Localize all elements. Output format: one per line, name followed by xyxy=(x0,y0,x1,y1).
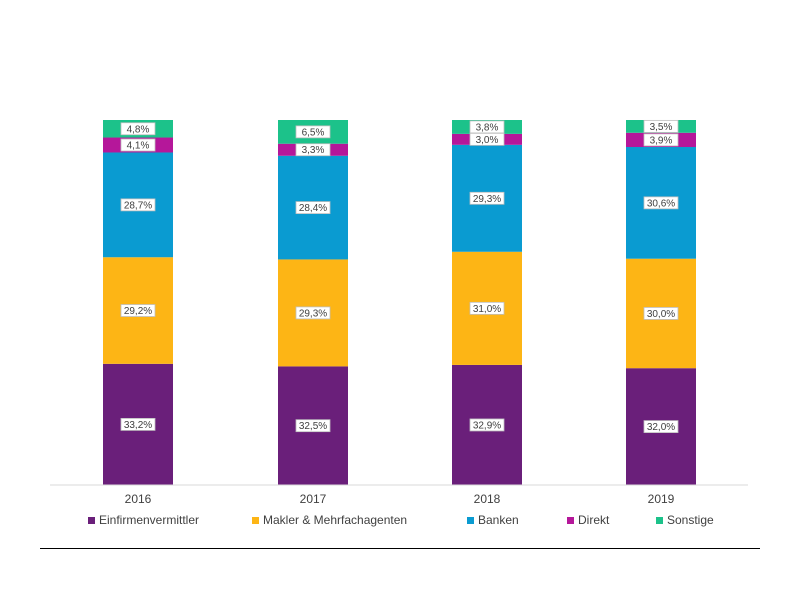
legend-label: Direkt xyxy=(578,513,610,527)
legend-swatch xyxy=(656,516,663,524)
data-label: 33,2% xyxy=(124,420,152,431)
data-label-box xyxy=(120,304,156,317)
data-label-box xyxy=(120,138,156,152)
x-tick-label: 2018 xyxy=(474,492,501,506)
data-label-box xyxy=(295,143,331,157)
legend-item-einfirmenvermittler: Einfirmenvermittler xyxy=(88,513,199,527)
legend: Einfirmenvermittler Makler & Mehrfachage… xyxy=(0,513,800,533)
data-label: 32,0% xyxy=(647,422,675,433)
data-label: 30,6% xyxy=(647,198,675,209)
data-label-box xyxy=(120,122,156,136)
legend-swatch xyxy=(567,516,574,524)
legend-item-sonstige: Sonstige xyxy=(656,513,714,527)
data-label-box xyxy=(469,301,505,315)
legend-label: Einfirmenvermittler xyxy=(99,513,200,527)
data-label-box xyxy=(295,419,331,433)
legend-item-banken: Banken xyxy=(467,513,519,527)
data-label-box xyxy=(643,133,679,147)
data-label-box xyxy=(120,418,156,431)
data-label-box xyxy=(643,196,679,210)
data-label: 29,3% xyxy=(299,308,327,319)
data-label: 3,8% xyxy=(476,122,499,133)
data-label-box xyxy=(643,307,679,320)
data-label-box xyxy=(295,201,331,215)
legend-swatch xyxy=(252,516,259,524)
data-label: 28,4% xyxy=(299,203,327,214)
data-label: 30,0% xyxy=(647,309,675,320)
data-label-box xyxy=(469,132,505,146)
x-tick-label: 2016 xyxy=(125,492,152,506)
data-label-box xyxy=(295,125,331,139)
legend-swatch xyxy=(467,516,474,524)
data-label: 3,9% xyxy=(650,135,673,146)
data-label: 3,3% xyxy=(302,145,325,156)
legend-label: Sonstige xyxy=(667,513,714,527)
data-label-box xyxy=(643,420,679,434)
legend-item-direkt: Direkt xyxy=(567,513,609,527)
data-label: 29,3% xyxy=(473,194,501,205)
data-label: 4,8% xyxy=(127,124,150,135)
data-label-box xyxy=(469,418,505,432)
data-label: 4,1% xyxy=(127,141,150,152)
legend-label: Makler & Mehrfachagenten xyxy=(263,513,408,527)
data-label: 3,0% xyxy=(476,135,499,146)
data-label: 29,2% xyxy=(124,306,152,317)
data-label: 28,7% xyxy=(124,200,152,211)
data-label: 6,5% xyxy=(302,127,325,138)
legend-item-makler: Makler & Mehrfachagenten xyxy=(252,513,407,527)
data-label: 32,5% xyxy=(299,421,327,432)
data-label-box xyxy=(295,306,331,320)
data-label: 3,5% xyxy=(650,122,673,133)
data-label-box xyxy=(120,198,156,212)
x-tick-label: 2019 xyxy=(648,492,675,506)
legend-swatch xyxy=(88,516,95,524)
data-label-box xyxy=(643,119,679,133)
data-label-box xyxy=(469,191,505,205)
bottom-divider xyxy=(40,548,760,549)
data-label-box xyxy=(469,120,505,134)
x-tick-label: 2017 xyxy=(300,492,327,506)
data-label: 32,9% xyxy=(473,420,501,431)
legend-label: Banken xyxy=(478,513,519,527)
data-label: 31,0% xyxy=(473,304,501,315)
